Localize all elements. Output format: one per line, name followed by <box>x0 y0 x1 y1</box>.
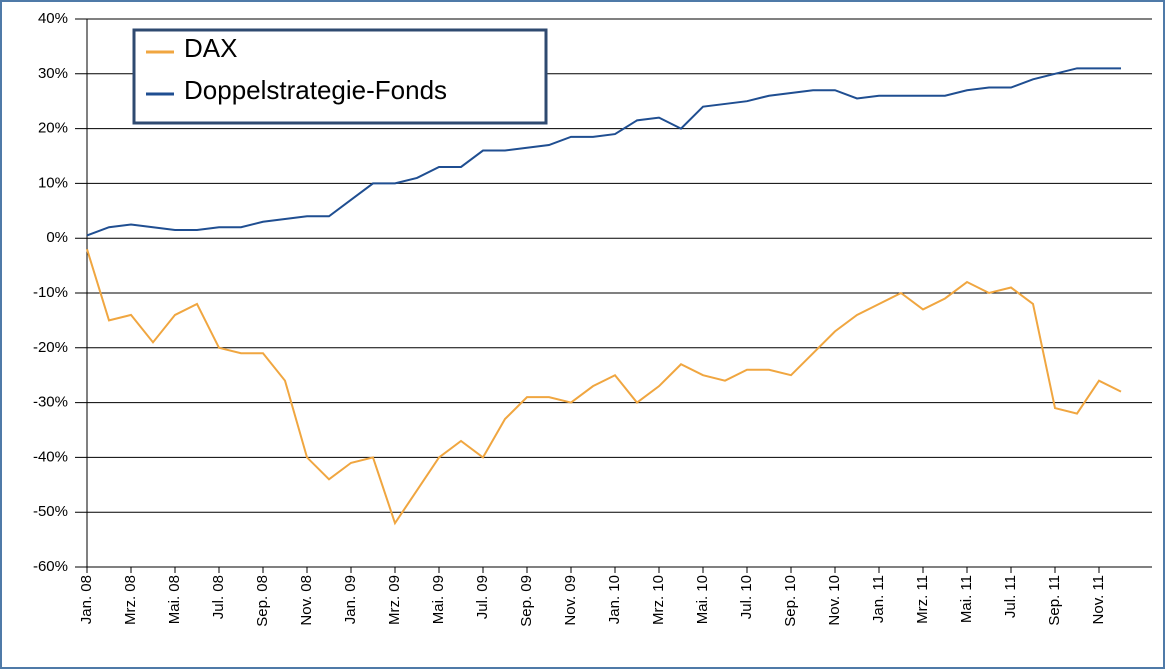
x-tick-label: Jan. 09 <box>342 575 359 624</box>
y-tick-label: 0% <box>46 229 68 246</box>
x-tick-label: Mrz. 11 <box>914 575 931 624</box>
y-tick-label: 40% <box>38 10 68 27</box>
y-tick-label: -40% <box>33 448 68 465</box>
y-tick-label: 20% <box>38 120 68 137</box>
x-tick-label: Mrz. 10 <box>650 575 667 625</box>
x-tick-label: Jul. 09 <box>474 575 491 619</box>
y-tick-label: -30% <box>33 394 68 411</box>
x-tick-label: Nov. 11 <box>1090 575 1107 624</box>
x-tick-label: Sep. 08 <box>254 575 271 627</box>
x-tick-label: Mai. 09 <box>430 575 447 624</box>
x-tick-label: Sep. 09 <box>518 575 535 627</box>
x-tick-label: Mai. 11 <box>958 575 975 623</box>
x-tick-label: Mai. 08 <box>166 575 183 624</box>
y-tick-label: 10% <box>38 174 68 191</box>
x-tick-label: Mrz. 08 <box>122 575 139 625</box>
line-series <box>86 67 1121 237</box>
x-tick-label: Jul. 08 <box>210 575 227 619</box>
x-tick-label: Mrz. 09 <box>386 575 403 625</box>
x-tick-label: Sep. 11 <box>1046 575 1063 626</box>
x-tick-label: Mai. 10 <box>694 575 711 624</box>
line-series <box>86 248 1122 526</box>
y-tick-label: -10% <box>33 284 68 301</box>
y-tick-label: -60% <box>33 558 68 575</box>
legend-label: DAX <box>184 33 237 63</box>
x-tick-label: Sep. 10 <box>782 575 799 627</box>
y-tick-label: 30% <box>38 65 68 82</box>
x-tick-label: Nov. 08 <box>298 575 315 626</box>
y-tick-label: -50% <box>33 503 68 520</box>
legend-box <box>132 28 548 125</box>
x-tick-label: Jul. 11 <box>1002 575 1019 618</box>
y-tick-label: -20% <box>33 339 68 356</box>
x-tick-label: Jan. 08 <box>78 575 95 624</box>
x-tick-label: Nov. 10 <box>826 575 843 626</box>
x-tick-label: Jan. 11 <box>870 575 887 623</box>
legend-label: Doppelstrategie-Fonds <box>184 75 447 105</box>
x-tick-label: Jul. 10 <box>738 575 755 619</box>
x-tick-label: Jan. 10 <box>606 575 623 624</box>
x-tick-label: Nov. 09 <box>562 575 579 626</box>
